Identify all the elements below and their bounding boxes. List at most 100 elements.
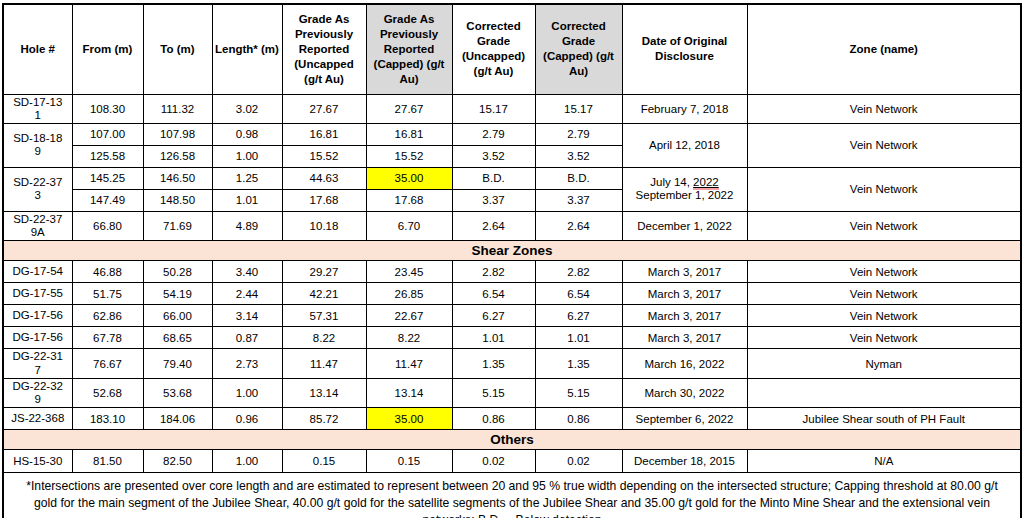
cell-length: 3.02 [212, 94, 282, 123]
cell-zone: Jubilee Shear south of PH Fault [747, 408, 1021, 430]
cell-to: 111.32 [143, 94, 212, 123]
cell-hole: DG-17-56 [3, 327, 72, 349]
cell-from: 51.75 [72, 283, 143, 305]
cell-corrected-uncapped: 6.27 [452, 305, 535, 327]
cell-from: 147.49 [72, 189, 143, 211]
cell-from: 125.58 [72, 145, 143, 167]
cell-grade-capped: 8.22 [366, 327, 452, 349]
cell-to: 68.65 [143, 327, 212, 349]
cell-grade-uncapped: 10.18 [282, 211, 366, 240]
table-row: JS-22-368 183.10 184.06 0.96 85.72 35.00… [3, 408, 1021, 430]
table-row: SD-22-37 9A 66.80 71.69 4.89 10.18 6.70 … [3, 211, 1021, 240]
cell-corrected-uncapped: 1.35 [452, 349, 535, 378]
col-header-hole: Hole # [3, 4, 72, 94]
table-row: DG-17-54 46.88 50.28 3.40 29.27 23.45 2.… [3, 261, 1021, 283]
cell-from: 46.88 [72, 261, 143, 283]
cell-length: 2.73 [212, 349, 282, 378]
cell-grade-capped: 6.70 [366, 211, 452, 240]
cell-corrected-capped: 3.52 [535, 145, 622, 167]
cell-corrected-uncapped: 3.52 [452, 145, 535, 167]
cell-length: 4.89 [212, 211, 282, 240]
cell-date: March 16, 2022 [622, 349, 747, 378]
cell-grade-capped: 13.14 [366, 378, 452, 407]
cell-corrected-capped: 5.15 [535, 378, 622, 407]
cell-to: 54.19 [143, 283, 212, 305]
cell-grade-uncapped: 27.67 [282, 94, 366, 123]
cell-length: 3.14 [212, 305, 282, 327]
cell-corrected-capped: 2.64 [535, 211, 622, 240]
section-title: Others [3, 430, 1021, 450]
cell-corrected-capped: 6.27 [535, 305, 622, 327]
cell-grade-uncapped: 57.31 [282, 305, 366, 327]
cell-date: December 18, 2015 [622, 450, 747, 473]
cell-grade-capped: 16.81 [366, 123, 452, 145]
cell-hole: DG-22-31 7 [3, 349, 72, 378]
cell-grade-capped: 11.47 [366, 349, 452, 378]
cell-grade-capped: 23.45 [366, 261, 452, 283]
cell-to: 53.68 [143, 378, 212, 407]
cell-hole: SD-22-37 9A [3, 211, 72, 240]
cell-length: 1.00 [212, 145, 282, 167]
table-row: DG-17-56 67.78 68.65 0.87 8.22 8.22 1.01… [3, 327, 1021, 349]
cell-from: 107.00 [72, 123, 143, 145]
cell-hole: SD-17-13 1 [3, 94, 72, 123]
cell-corrected-capped: B.D. [535, 167, 622, 189]
cell-zone: Nyman [747, 349, 1021, 378]
cell-zone: Vein Network [747, 327, 1021, 349]
cell-zone: N/A [747, 450, 1021, 473]
cell-corrected-uncapped: 2.64 [452, 211, 535, 240]
cell-zone: Vein Network [747, 94, 1021, 123]
cell-to: 148.50 [143, 189, 212, 211]
cell-from: 67.78 [72, 327, 143, 349]
cell-from: 108.30 [72, 94, 143, 123]
cell-zone: Vein Network [747, 167, 1021, 211]
cell-to: 79.40 [143, 349, 212, 378]
cell-date: March 3, 2017 [622, 261, 747, 283]
cell-grade-capped-highlighted: 35.00 [366, 167, 452, 189]
cell-length: 1.25 [212, 167, 282, 189]
cell-to: 66.00 [143, 305, 212, 327]
table-row: DG-17-56 62.86 66.00 3.14 57.31 22.67 6.… [3, 305, 1021, 327]
cell-length: 1.01 [212, 189, 282, 211]
cell-grade-uncapped: 85.72 [282, 408, 366, 430]
cell-to: 107.98 [143, 123, 212, 145]
cell-corrected-capped: 0.86 [535, 408, 622, 430]
table-header: Hole # From (m) To (m) Length* (m) Grade… [3, 4, 1021, 94]
cell-corrected-capped: 1.35 [535, 349, 622, 378]
cell-grade-uncapped: 16.81 [282, 123, 366, 145]
section-header-others: Others [3, 430, 1021, 450]
cell-to: 146.50 [143, 167, 212, 189]
cell-date: March 3, 2017 [622, 283, 747, 305]
table-row: DG-17-55 51.75 54.19 2.44 42.21 26.85 6.… [3, 283, 1021, 305]
cell-date: March 3, 2017 [622, 327, 747, 349]
col-header-to: To (m) [143, 4, 212, 94]
cell-grade-capped-highlighted: 35.00 [366, 408, 452, 430]
col-header-zone: Zone (name) [747, 4, 1021, 94]
cell-from: 62.86 [72, 305, 143, 327]
cell-grade-capped: 22.67 [366, 305, 452, 327]
cell-corrected-capped: 0.02 [535, 450, 622, 473]
date-line1-prefix: July 14, [650, 176, 693, 188]
col-header-grade-capped: Grade As Previously Reported (Capped) (g… [366, 4, 452, 94]
table-row: SD-22-37 3 145.25 146.50 1.25 44.63 35.0… [3, 167, 1021, 189]
cell-from: 145.25 [72, 167, 143, 189]
col-header-date: Date of Original Disclosure [622, 4, 747, 94]
cell-hole: HS-15-30 [3, 450, 72, 473]
cell-hole: JS-22-368 [3, 408, 72, 430]
footnote-text: *Intersections are presented over core l… [3, 473, 1021, 518]
cell-corrected-uncapped: 5.15 [452, 378, 535, 407]
cell-corrected-uncapped: 6.54 [452, 283, 535, 305]
cell-zone: Vein Network [747, 123, 1021, 167]
cell-from: 52.68 [72, 378, 143, 407]
cell-grade-uncapped: 42.21 [282, 283, 366, 305]
table-row: HS-15-30 81.50 82.50 1.00 0.15 0.15 0.02… [3, 450, 1021, 473]
cell-length: 0.87 [212, 327, 282, 349]
cell-grade-uncapped: 8.22 [282, 327, 366, 349]
cell-length: 3.40 [212, 261, 282, 283]
section-header-shear-zones: Shear Zones [3, 241, 1021, 261]
section-title: Shear Zones [3, 241, 1021, 261]
cell-from: 81.50 [72, 450, 143, 473]
cell-to: 82.50 [143, 450, 212, 473]
cell-hole: SD-18-18 9 [3, 123, 72, 167]
cell-date: September 6, 2022 [622, 408, 747, 430]
